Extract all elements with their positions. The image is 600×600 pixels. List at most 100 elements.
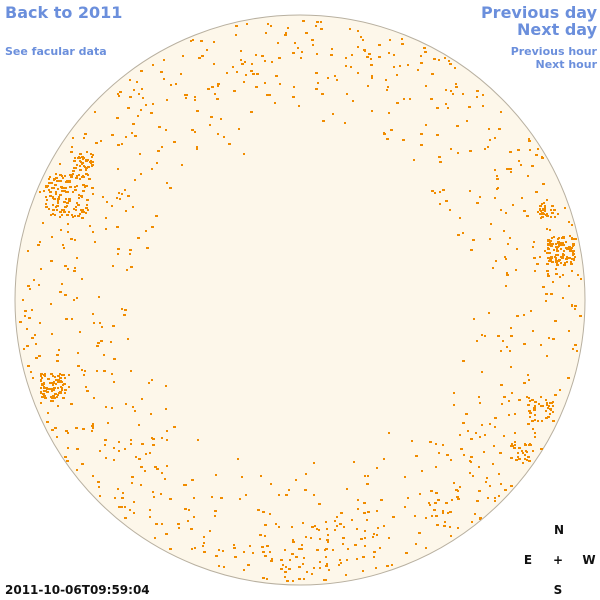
facula-dot — [286, 580, 289, 582]
facula-dot — [64, 392, 66, 394]
facula-dot — [138, 93, 140, 95]
facula-dot — [27, 250, 29, 252]
facula-dot — [79, 178, 81, 180]
next-day-link[interactable]: Next day — [517, 20, 597, 39]
facula-dot — [508, 400, 510, 402]
facula-dot — [61, 175, 63, 177]
facula-dot — [386, 138, 389, 140]
facula-dot — [65, 430, 68, 432]
facula-dot — [279, 83, 281, 85]
facula-dot — [238, 128, 240, 130]
facula-dot — [157, 150, 160, 152]
facula-dot — [567, 377, 570, 379]
facula-dot — [69, 186, 71, 188]
facula-dot — [551, 212, 554, 214]
facula-dot — [541, 156, 543, 158]
facular-data-link[interactable]: See facular data — [5, 45, 107, 58]
facula-dot — [486, 477, 488, 479]
facula-dot — [407, 497, 409, 499]
facula-dot — [113, 459, 115, 461]
facula-dot — [57, 198, 59, 200]
facula-dot — [550, 216, 552, 218]
facula-dot — [332, 549, 334, 551]
facula-dot — [50, 373, 53, 375]
facula-dot — [133, 501, 135, 503]
facula-dot — [99, 495, 101, 497]
compass-south-label: S — [553, 583, 563, 597]
facula-dot — [166, 465, 168, 467]
facula-dot — [122, 492, 124, 494]
facula-dot — [64, 190, 66, 192]
facula-dot — [423, 47, 426, 49]
facula-dot — [301, 51, 303, 53]
facula-dot — [43, 190, 45, 192]
facula-dot — [71, 176, 73, 178]
facula-dot — [77, 204, 80, 206]
facula-dot — [565, 241, 567, 243]
facula-dot — [46, 391, 49, 393]
facula-dot — [436, 524, 439, 526]
facula-dot — [235, 25, 238, 27]
facula-dot — [111, 134, 114, 136]
facula-dot — [43, 382, 45, 384]
facula-dot — [442, 512, 444, 514]
facula-dot — [77, 352, 79, 354]
facula-dot — [437, 499, 440, 501]
facula-dot — [116, 226, 119, 228]
facula-dot — [64, 175, 66, 177]
facula-dot — [82, 175, 84, 177]
facula-dot — [39, 322, 41, 324]
facula-dot — [527, 175, 529, 177]
facula-dot — [74, 215, 76, 217]
facula-dot — [316, 21, 319, 23]
facula-dot — [173, 141, 176, 143]
previous-day-link[interactable]: Previous day — [480, 3, 597, 22]
next-hour-link[interactable]: Next hour — [535, 58, 598, 71]
facula-dot — [554, 394, 557, 396]
facula-dot — [83, 374, 85, 376]
facula-dot — [367, 85, 369, 87]
facula-dot — [29, 288, 31, 290]
facula-dot — [537, 148, 539, 150]
facula-dot — [213, 63, 215, 65]
facula-dot — [101, 326, 103, 328]
facula-dot — [55, 383, 57, 385]
previous-hour-link[interactable]: Previous hour — [510, 45, 597, 58]
facula-dot — [59, 216, 61, 218]
facula-dot — [59, 174, 62, 176]
facula-dot — [193, 497, 195, 499]
facula-dot — [541, 216, 543, 218]
facula-dot — [556, 246, 559, 248]
facula-dot — [209, 530, 211, 532]
facula-dot — [92, 193, 94, 195]
facula-dot — [247, 564, 250, 566]
facula-dot — [125, 403, 127, 405]
facula-dot — [447, 107, 449, 109]
facula-dot — [522, 462, 524, 464]
facula-dot — [264, 524, 267, 526]
facula-dot — [568, 285, 570, 287]
facula-dot — [86, 151, 88, 153]
facula-dot — [532, 330, 534, 332]
facula-dot — [470, 249, 473, 251]
facula-dot — [449, 511, 452, 513]
facula-dot — [220, 497, 223, 499]
facula-dot — [445, 103, 447, 105]
facula-dot — [357, 72, 359, 74]
back-to-year-link[interactable]: Back to 2011 — [5, 3, 123, 22]
facula-dot — [459, 486, 461, 488]
facula-dot — [521, 450, 523, 452]
facula-dot — [350, 66, 352, 68]
facula-dot — [537, 211, 539, 213]
facula-dot — [45, 185, 47, 187]
facula-dot — [522, 452, 524, 454]
facula-dot — [57, 375, 60, 377]
facula-dot — [364, 475, 366, 477]
facula-dot — [555, 268, 557, 270]
facula-dot — [41, 396, 44, 398]
facula-dot — [305, 536, 307, 538]
facula-dot — [476, 202, 479, 204]
facula-dot — [421, 470, 423, 472]
facula-dot — [319, 567, 321, 569]
